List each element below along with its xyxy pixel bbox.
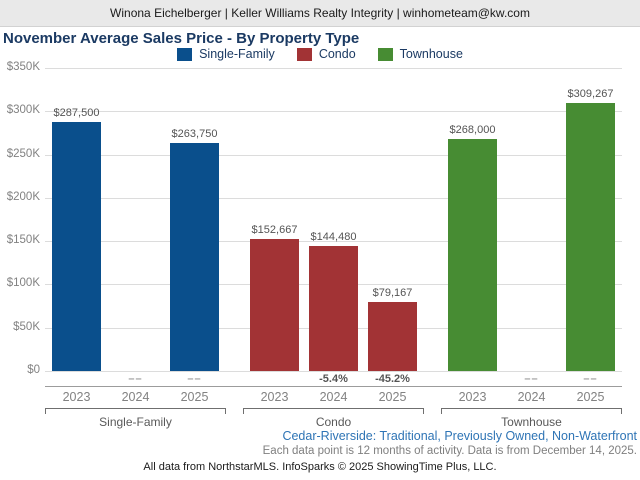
- pct-change: ––: [187, 372, 202, 385]
- y-tick-label: $300K: [6, 104, 40, 117]
- year-label: 2023: [62, 390, 91, 404]
- y-tick-label: $150K: [6, 234, 40, 247]
- bar-single-family-2023[interactable]: [52, 122, 101, 371]
- legend-label: Single-Family: [199, 47, 275, 61]
- pct-row: –– ––: [52, 371, 219, 386]
- pct-change: -5.4%: [319, 372, 348, 385]
- year-label: 2023: [260, 390, 289, 404]
- bar-slot: $144,480: [309, 68, 358, 371]
- group-bracket: [441, 408, 622, 414]
- y-tick-label: $50K: [13, 320, 40, 333]
- pct-change: ––: [128, 372, 143, 385]
- townhouse-swatch-icon: [377, 47, 393, 61]
- year-row: 2023 2024 2025: [448, 390, 615, 406]
- pct-change: ––: [583, 372, 598, 385]
- value-label: $152,667: [251, 224, 298, 236]
- data-note-text: Each data point is 12 months of activity…: [262, 445, 637, 457]
- year-row: 2023 2024 2025: [250, 390, 417, 406]
- y-axis: $0 $50K $100K $150K $200K $250K $300K $350K: [0, 61, 40, 376]
- year-label: 2024: [121, 390, 150, 404]
- bars-layer: $287,500 $263,750 –– –– 2023 2024 2025 Single-F…: [45, 68, 622, 429]
- legend-label: Condo: [318, 47, 356, 61]
- legend-item-single-family[interactable]: Single-Family: [177, 47, 275, 61]
- legend-item-condo[interactable]: Condo: [296, 47, 356, 61]
- pct-row: –– ––: [448, 371, 615, 386]
- chart-legend: Single-Family Condo Townhouse: [0, 47, 640, 61]
- plot-area: $287,500 $263,750 –– –– 2023 2024 2025 Single-F…: [45, 68, 622, 429]
- y-tick-label: $100K: [6, 277, 40, 290]
- year-label: 2025: [576, 390, 605, 404]
- legend-item-townhouse[interactable]: Townhouse: [377, 47, 463, 61]
- value-label: $268,000: [449, 124, 496, 136]
- gridline: [45, 241, 622, 243]
- bar-slot: $152,667: [250, 68, 299, 371]
- group-condo: $152,667 $144,480 $79,167 -5.4% -45.2% 2023 20…: [243, 68, 424, 429]
- single-family-swatch-icon: [177, 47, 193, 61]
- y-tick-label: $350K: [6, 61, 40, 73]
- bar-single-family-2025[interactable]: [170, 143, 219, 371]
- gridline: [45, 68, 622, 69]
- y-tick-label: $200K: [6, 190, 40, 203]
- group-single-family: $287,500 $263,750 –– –– 2023 2024 2025 Single-F…: [45, 68, 226, 429]
- bar-slot: $309,267: [566, 68, 615, 371]
- value-label: $287,500: [53, 107, 100, 119]
- gridline: [45, 154, 622, 156]
- pct-row: -5.4% -45.2%: [250, 371, 417, 386]
- bar-row: $287,500 $263,750: [52, 68, 219, 371]
- gridline: [45, 371, 622, 372]
- bar-slot: $79,167: [368, 68, 417, 371]
- group-bracket: [243, 408, 424, 414]
- year-label: 2024: [517, 390, 546, 404]
- bar-slot: [111, 68, 160, 371]
- group-label: Single-Family: [99, 415, 172, 429]
- group-townhouse: $268,000 $309,267 –– –– 2023 2024 2025 Townhous…: [441, 68, 622, 429]
- value-label: $263,750: [171, 128, 218, 140]
- value-label: $309,267: [567, 88, 614, 100]
- gridline: [45, 197, 622, 199]
- bar-condo-2023[interactable]: [250, 239, 299, 371]
- bar-slot: [507, 68, 556, 371]
- pct-change: ––: [524, 372, 539, 385]
- bar-slot: $263,750: [170, 68, 219, 371]
- group-label: Condo: [315, 415, 352, 429]
- bar-slot: $287,500: [52, 68, 101, 371]
- axis-separator: [45, 386, 622, 387]
- agent-contact-text: Winona Eichelberger | Keller Williams Re…: [110, 6, 530, 20]
- legend-label: Townhouse: [399, 47, 463, 61]
- bar-row: $152,667 $144,480 $79,167: [250, 68, 417, 371]
- attribution-text: All data from NorthstarMLS. InfoSparks ©…: [143, 461, 497, 473]
- gridline: [45, 111, 622, 113]
- year-row: 2023 2024 2025: [52, 390, 219, 406]
- value-label: $144,480: [310, 231, 357, 243]
- bar-slot: $268,000: [448, 68, 497, 371]
- group-bracket: [45, 408, 226, 414]
- bar-condo-2025[interactable]: [368, 302, 417, 371]
- y-tick-label: $0: [27, 364, 40, 376]
- value-label: $79,167: [372, 287, 413, 299]
- year-label: 2023: [458, 390, 487, 404]
- bar-row: $268,000 $309,267: [448, 68, 615, 371]
- y-tick-label: $250K: [6, 147, 40, 160]
- header-bar: Winona Eichelberger | Keller Williams Re…: [0, 0, 640, 27]
- bar-townhouse-2023[interactable]: [448, 139, 497, 371]
- bar-townhouse-2025[interactable]: [566, 103, 615, 371]
- year-label: 2025: [378, 390, 407, 404]
- bar-condo-2024[interactable]: [309, 246, 358, 371]
- condo-swatch-icon: [296, 47, 312, 61]
- search-filter-link[interactable]: Cedar-Riverside: Traditional, Previously…: [282, 429, 637, 443]
- pct-change: -45.2%: [375, 372, 410, 385]
- group-label: Townhouse: [501, 415, 562, 429]
- year-label: 2024: [319, 390, 348, 404]
- year-label: 2025: [180, 390, 209, 404]
- page-title: November Average Sales Price - By Proper…: [3, 30, 360, 47]
